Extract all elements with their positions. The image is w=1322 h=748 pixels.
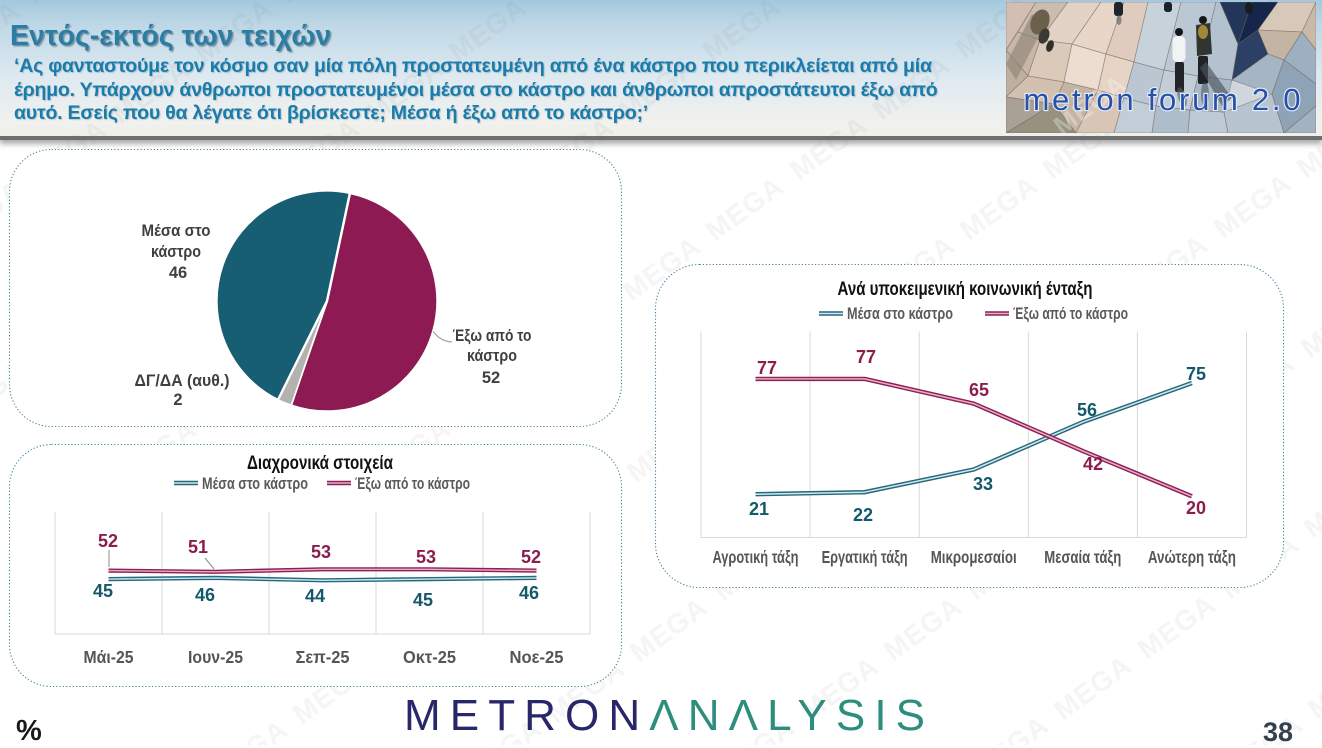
svg-text:45: 45 bbox=[413, 590, 433, 610]
svg-text:53: 53 bbox=[416, 547, 436, 567]
svg-text:44: 44 bbox=[305, 586, 325, 606]
svg-text:Αγροτική τάξη: Αγροτική τάξη bbox=[713, 547, 799, 568]
svg-text:75: 75 bbox=[1186, 364, 1206, 384]
svg-text:2: 2 bbox=[173, 391, 182, 409]
svg-text:52: 52 bbox=[521, 547, 541, 567]
svg-text:77: 77 bbox=[856, 347, 876, 367]
svg-text:Οκτ-25: Οκτ-25 bbox=[403, 647, 456, 667]
svg-text:51: 51 bbox=[188, 537, 208, 557]
svg-text:Νοε-25: Νοε-25 bbox=[510, 647, 564, 667]
svg-text:κάστρο: κάστρο bbox=[151, 243, 201, 261]
svg-text:Μέσα στο κάστρο: Μέσα στο κάστρο bbox=[847, 305, 953, 323]
svg-text:Μάι-25: Μάι-25 bbox=[84, 647, 134, 667]
svg-text:42: 42 bbox=[1083, 454, 1103, 474]
svg-text:Μέσα στο κάστρο: Μέσα στο κάστρο bbox=[202, 475, 308, 493]
svg-text:77: 77 bbox=[757, 358, 777, 378]
svg-text:Εργατική τάξη: Εργατική τάξη bbox=[822, 547, 908, 568]
svg-text:Ανά υποκειμενική κοινωνική έντ: Ανά υποκειμενική κοινωνική ένταξη bbox=[838, 279, 1093, 300]
svg-text:Έξω από το κάστρο: Έξω από το κάστρο bbox=[1013, 305, 1128, 323]
svg-text:Μικρομεσαίοι: Μικρομεσαίοι bbox=[931, 547, 1017, 567]
svg-text:Ανώτερη τάξη: Ανώτερη τάξη bbox=[1148, 547, 1236, 568]
svg-text:52: 52 bbox=[98, 531, 118, 551]
svg-text:21: 21 bbox=[749, 499, 769, 519]
svg-text:56: 56 bbox=[1077, 400, 1097, 420]
svg-text:κάστρο: κάστρο bbox=[467, 347, 517, 365]
svg-text:65: 65 bbox=[969, 380, 989, 400]
svg-text:Έξω από το: Έξω από το bbox=[453, 327, 532, 345]
svg-text:33: 33 bbox=[973, 474, 993, 494]
svg-text:Σεπ-25: Σεπ-25 bbox=[296, 647, 350, 667]
svg-text:ΔΓ/ΔΑ (αυθ.): ΔΓ/ΔΑ (αυθ.) bbox=[135, 372, 230, 390]
svg-text:Ιουν-25: Ιουν-25 bbox=[188, 647, 243, 667]
svg-text:20: 20 bbox=[1186, 498, 1206, 518]
svg-text:45: 45 bbox=[93, 581, 113, 601]
svg-text:Έξω από το κάστρο: Έξω από το κάστρο bbox=[355, 475, 470, 493]
svg-text:46: 46 bbox=[195, 585, 215, 605]
svg-text:53: 53 bbox=[311, 542, 331, 562]
svg-text:22: 22 bbox=[853, 505, 873, 525]
svg-text:52: 52 bbox=[482, 369, 500, 387]
svg-text:46: 46 bbox=[169, 264, 187, 282]
svg-text:46: 46 bbox=[519, 583, 539, 603]
svg-text:Διαχρονικά στοιχεία: Διαχρονικά στοιχεία bbox=[247, 453, 393, 474]
svg-text:Μεσαία τάξη: Μεσαία τάξη bbox=[1044, 547, 1121, 568]
svg-text:Μέσα στο: Μέσα στο bbox=[142, 222, 211, 240]
